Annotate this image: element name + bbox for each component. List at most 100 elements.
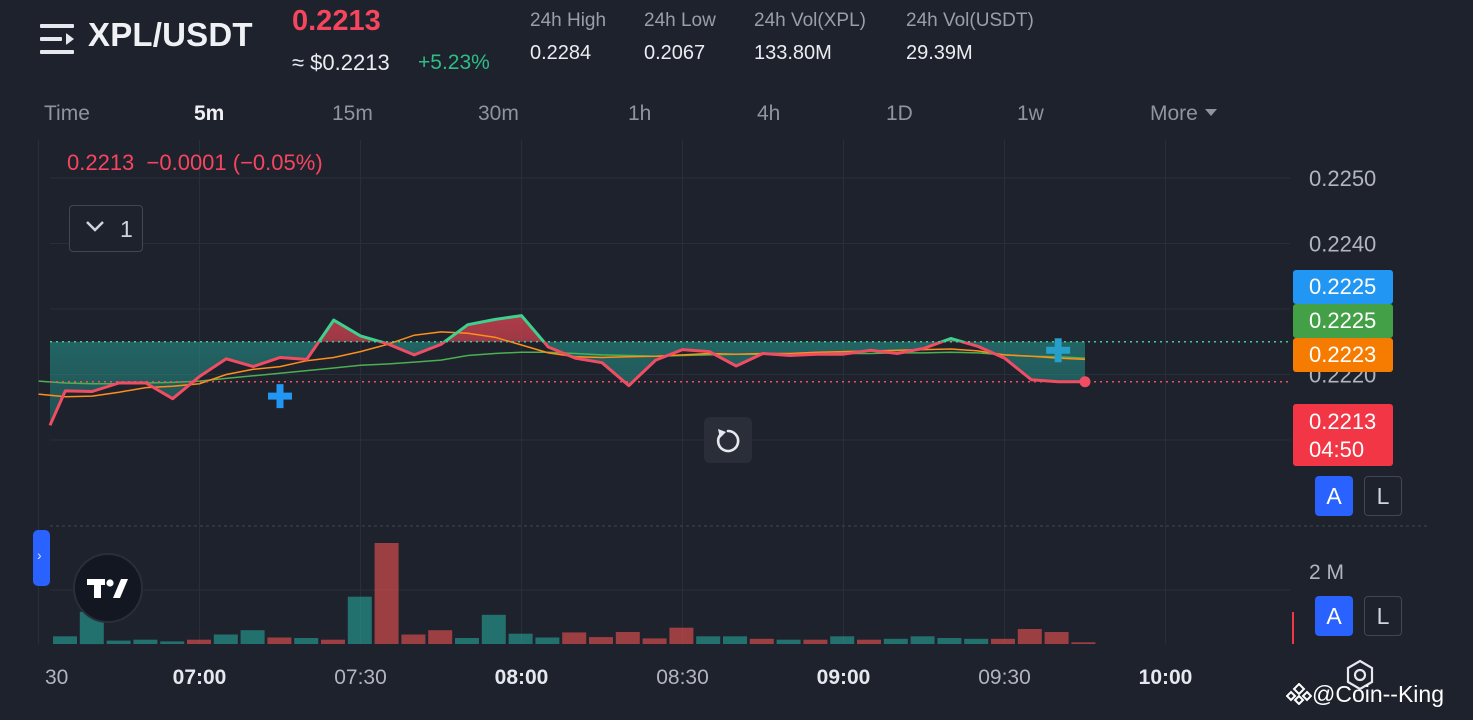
volume-bar — [53, 636, 77, 644]
watermark: @Coin--King — [1285, 681, 1445, 708]
last-price-dot — [1079, 376, 1091, 388]
tab-15m[interactable]: 15m — [332, 102, 373, 125]
volume-bars — [53, 543, 1294, 645]
area-below-baseline — [50, 341, 1085, 426]
interval-tabs: Time 5m 15m 30m 1h 4h 1D 1w More — [0, 96, 1473, 132]
current-price-value: 0.2213 — [1309, 409, 1377, 434]
volume-bar — [562, 632, 587, 644]
x-tick-label: 08:30 — [656, 666, 709, 689]
x-tick-label: 08:00 — [495, 666, 549, 689]
volume-bar — [991, 638, 1015, 644]
volume-bar — [830, 636, 855, 644]
log-scale-button[interactable]: L — [1364, 476, 1402, 516]
x-tick-label: 30 — [45, 666, 68, 689]
volume-axis-label: 2 M — [1309, 561, 1345, 584]
volume-bar — [883, 638, 908, 644]
volume-bar — [321, 639, 345, 644]
volume-bar — [589, 637, 613, 644]
x-tick-label: 10:00 — [1139, 666, 1193, 689]
tab-more[interactable]: More — [1150, 102, 1217, 126]
volume-bar — [428, 630, 453, 644]
change-percent: +5.23% — [418, 51, 490, 74]
tradingview-logo-icon[interactable] — [73, 553, 143, 623]
volume-bar — [401, 634, 426, 644]
tab-4h[interactable]: 4h — [757, 102, 781, 125]
chevron-down-icon — [86, 221, 104, 232]
menu-icon[interactable] — [40, 24, 74, 54]
x-tick-label: 07:00 — [173, 666, 227, 689]
volume-bar — [187, 639, 211, 644]
indicator-count: 1 — [120, 216, 133, 242]
volume-bar — [964, 638, 989, 644]
tab-1d[interactable]: 1D — [886, 102, 913, 125]
stat-label: 24h Vol(XPL) — [754, 10, 866, 31]
candle-countdown: 04:50 — [1309, 437, 1365, 462]
price-tag-blue: 0.2225 — [1293, 270, 1393, 304]
stat-value: 29.39M — [906, 42, 973, 64]
volume-bar — [267, 637, 292, 644]
volume-bar — [857, 639, 881, 644]
tab-more-label: More — [1150, 102, 1198, 125]
price-line — [48, 314, 1091, 426]
volume-bar — [240, 630, 265, 644]
price-line-below — [48, 341, 1085, 426]
volume-bar — [937, 638, 962, 644]
chevron-right-icon: › — [37, 547, 42, 563]
tab-1w[interactable]: 1w — [1017, 102, 1044, 125]
tab-5m[interactable]: 5m — [194, 102, 225, 125]
volume-auto-scale-button[interactable]: A — [1315, 596, 1353, 636]
tab-30m[interactable]: 30m — [478, 102, 519, 125]
x-tick-label: 09:30 — [978, 666, 1031, 689]
volume-bar — [1044, 632, 1069, 644]
stat-24h-high: 24h High 0.2284 — [530, 10, 606, 65]
volume-bar — [455, 638, 479, 644]
volume-bar — [642, 638, 667, 644]
stat-24h-vol-quote: 24h Vol(USDT) 29.39M — [906, 10, 1034, 65]
stat-label: 24h Vol(USDT) — [906, 10, 1034, 31]
chart-grid — [38, 140, 1430, 644]
auto-scale-button[interactable]: A — [1315, 476, 1353, 516]
exchange-logo-icon — [1285, 682, 1313, 706]
tab-time[interactable]: Time — [44, 102, 90, 125]
volume-bar — [508, 633, 533, 644]
volume-log-scale-button[interactable]: L — [1364, 596, 1402, 636]
y-tick-label: 0.2250 — [1309, 166, 1376, 191]
price-tag-green: 0.2225 — [1293, 304, 1393, 338]
volume-bar — [106, 640, 131, 644]
stat-24h-low: 24h Low 0.2067 — [644, 10, 716, 65]
current-price-tag: 0.2213 04:50 — [1293, 404, 1393, 466]
settings-icon[interactable] — [1344, 659, 1376, 691]
trade-markers — [268, 338, 1071, 409]
legend-collapse-button[interactable]: 1 — [69, 205, 143, 252]
volume-bar — [749, 638, 774, 644]
volume-edge-marker — [1292, 612, 1294, 644]
volume-bar — [374, 543, 399, 644]
volume-bar — [213, 634, 238, 644]
pair-title[interactable]: XPL/USDT — [88, 16, 253, 53]
last-price: 0.2213 — [292, 5, 381, 37]
y-tick-label: 0.2240 — [1309, 232, 1376, 257]
watermark-text: @Coin--King — [1312, 681, 1445, 707]
side-panel-toggle[interactable]: › — [33, 530, 50, 586]
price-area — [50, 315, 1085, 426]
volume-bar — [481, 614, 506, 644]
volume-bar — [535, 637, 560, 644]
volume-bar — [910, 636, 935, 644]
volume-bar — [803, 639, 828, 644]
volume-bar — [347, 596, 372, 644]
ohlc-legend: 0.2213 −0.0001 (−0.05%) — [67, 150, 323, 175]
tab-1h[interactable]: 1h — [628, 102, 652, 125]
header: XPL/USDT 0.2213 ≈ $0.2213 +5.23% 24h Hig… — [0, 0, 1473, 90]
plus-marker-v — [276, 384, 284, 409]
x-tick-label: 09:00 — [817, 666, 871, 689]
volume-bar — [294, 638, 319, 644]
volume-bar — [696, 636, 721, 644]
stat-label: 24h High — [530, 10, 607, 31]
reset-chart-button[interactable] — [704, 417, 752, 463]
usd-price: ≈ $0.2213 — [292, 50, 390, 75]
volume-bar — [669, 627, 694, 644]
volume-bar — [1071, 642, 1096, 644]
reference-lines — [50, 341, 1290, 383]
